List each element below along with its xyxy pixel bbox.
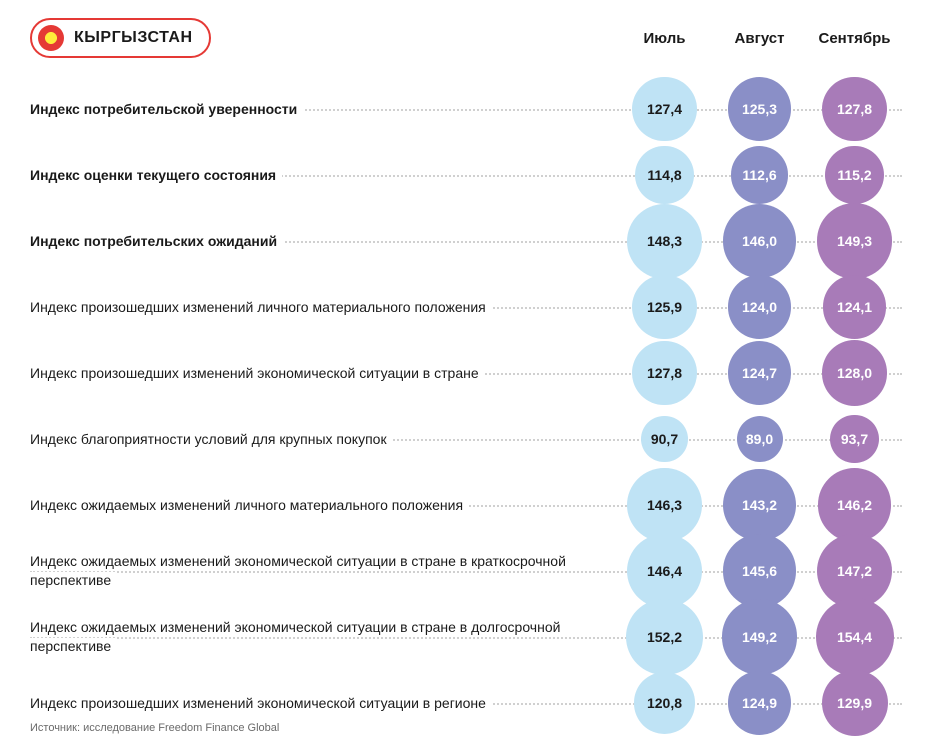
- value-bubble: 127,8: [822, 77, 887, 142]
- row-bubbles: 148,3 146,0 149,3: [617, 203, 902, 279]
- value-bubble: 146,0: [723, 204, 797, 278]
- value-bubble: 115,2: [825, 146, 884, 205]
- bubble-cell: 129,9: [807, 670, 902, 736]
- bubble-cell: 124,1: [807, 275, 902, 339]
- row-bubbles: 114,8 112,6 115,2: [617, 146, 902, 205]
- row-bubbles: 146,3 143,2 146,2: [617, 468, 902, 542]
- value-bubble: 124,0: [728, 275, 791, 338]
- row-bubbles: 127,4 125,3 127,8: [617, 77, 902, 142]
- header-row: КЫРГЫЗСТАН Июль Август Сентябрь: [30, 18, 902, 58]
- country-badge: КЫРГЫЗСТАН: [30, 18, 211, 58]
- value-bubble: 114,8: [635, 146, 694, 205]
- bubble-cell: 146,0: [712, 203, 807, 279]
- value-bubble: 148,3: [627, 204, 702, 279]
- row-bubbles: 120,8 124,9 129,9: [617, 670, 902, 736]
- value-bubble: 154,4: [816, 598, 894, 676]
- value-bubble: 124,1: [823, 275, 886, 338]
- row-bubbles: 152,2 149,2 154,4: [617, 598, 902, 676]
- bubble-cell: 127,8: [617, 340, 712, 405]
- row-label: Индекс оценки текущего состояния: [30, 166, 617, 185]
- bubble-cell: 148,3: [617, 203, 712, 279]
- bubble-cell: 127,4: [617, 77, 712, 142]
- bubble-cell: 154,4: [807, 598, 902, 676]
- bubble-cell: 124,7: [712, 340, 807, 405]
- bubble-cell: 146,3: [617, 468, 712, 542]
- bubble-cell: 114,8: [617, 146, 712, 205]
- row-label: Индекс потребительских ожиданий: [30, 232, 617, 251]
- bubble-cell: 149,3: [807, 203, 902, 279]
- bubble-cell: 128,0: [807, 340, 902, 405]
- value-bubble: 90,7: [641, 416, 688, 463]
- row-label: Индекс ожидаемых изменений экономической…: [30, 618, 617, 656]
- value-bubble: 124,7: [728, 341, 791, 404]
- table-row: Индекс произошедших изменений личного ма…: [30, 274, 902, 340]
- bubble-cell: 124,9: [712, 670, 807, 736]
- bubble-cell: 127,8: [807, 77, 902, 142]
- table-row: Индекс ожидаемых изменений экономической…: [30, 538, 902, 604]
- table-row: Индекс благоприятности условий для крупн…: [30, 406, 902, 472]
- bubble-cell: 146,2: [807, 468, 902, 542]
- row-label: Индекс произошедших изменений личного ма…: [30, 298, 617, 317]
- bubble-cell: 112,6: [712, 146, 807, 205]
- row-label: Индекс произошедших изменений экономичес…: [30, 694, 617, 713]
- row-label: Индекс благоприятности условий для крупн…: [30, 430, 617, 449]
- table-row: Индекс произошедших изменений экономичес…: [30, 340, 902, 406]
- row-label: Индекс ожидаемых изменений личного матер…: [30, 496, 617, 515]
- value-bubble: 127,4: [632, 77, 697, 142]
- source-text: Источник: исследование Freedom Finance G…: [30, 722, 279, 734]
- row-label: Индекс потребительской уверенности: [30, 100, 617, 119]
- bubble-cell: 120,8: [617, 670, 712, 736]
- value-bubble: 125,3: [728, 77, 792, 141]
- table-row: Индекс ожидаемых изменений личного матер…: [30, 472, 902, 538]
- row-bubbles: 125,9 124,0 124,1: [617, 275, 902, 339]
- value-bubble: 143,2: [723, 469, 796, 542]
- value-bubble: 145,6: [723, 534, 797, 608]
- bubble-cell: 125,3: [712, 77, 807, 142]
- value-bubble: 112,6: [731, 146, 789, 204]
- value-bubble: 129,9: [822, 670, 888, 736]
- value-bubble: 146,4: [627, 534, 701, 608]
- row-bubbles: 90,7 89,0 93,7: [617, 415, 902, 463]
- value-bubble: 124,9: [728, 671, 792, 735]
- bubble-cell: 115,2: [807, 146, 902, 205]
- col-header-sept: Сентябрь: [807, 30, 902, 47]
- bubble-cell: 93,7: [807, 415, 902, 463]
- table-row: Индекс потребительской уверенности127,41…: [30, 76, 902, 142]
- bubble-cell: 125,9: [617, 275, 712, 339]
- bubble-cell: 143,2: [712, 468, 807, 542]
- value-bubble: 89,0: [737, 416, 783, 462]
- value-bubble: 127,8: [632, 341, 697, 406]
- value-bubble: 128,0: [822, 340, 887, 405]
- value-bubble: 152,2: [626, 599, 703, 676]
- row-label: Индекс произошедших изменений экономичес…: [30, 364, 617, 383]
- row-bubbles: 127,8 124,7 128,0: [617, 340, 902, 405]
- table-row: Индекс потребительских ожиданий148,3146,…: [30, 208, 902, 274]
- col-header-july: Июль: [617, 30, 712, 47]
- value-bubble: 146,2: [818, 468, 892, 542]
- bubble-cell: 124,0: [712, 275, 807, 339]
- bubble-cell: 152,2: [617, 598, 712, 676]
- bubble-cell: 149,2: [712, 598, 807, 676]
- value-bubble: 120,8: [634, 672, 696, 734]
- country-name: КЫРГЫЗСТАН: [74, 29, 193, 47]
- value-bubble: 93,7: [830, 415, 878, 463]
- column-headers: Июль Август Сентябрь: [617, 30, 902, 47]
- value-bubble: 149,3: [817, 203, 893, 279]
- table-row: Индекс оценки текущего состояния 114,8 112…: [30, 142, 902, 208]
- value-bubble: 125,9: [632, 275, 696, 339]
- bubble-cell: 90,7: [617, 415, 712, 463]
- col-header-august: Август: [712, 30, 807, 47]
- value-bubble: 146,3: [627, 468, 701, 542]
- table-row: Индекс ожидаемых изменений экономической…: [30, 604, 902, 670]
- data-rows: Индекс потребительской уверенности127,41…: [30, 76, 902, 736]
- bubble-cell: 89,0: [712, 415, 807, 463]
- row-label: Индекс ожидаемых изменений экономической…: [30, 552, 617, 590]
- flag-icon: [38, 25, 64, 51]
- value-bubble: 149,2: [722, 599, 797, 674]
